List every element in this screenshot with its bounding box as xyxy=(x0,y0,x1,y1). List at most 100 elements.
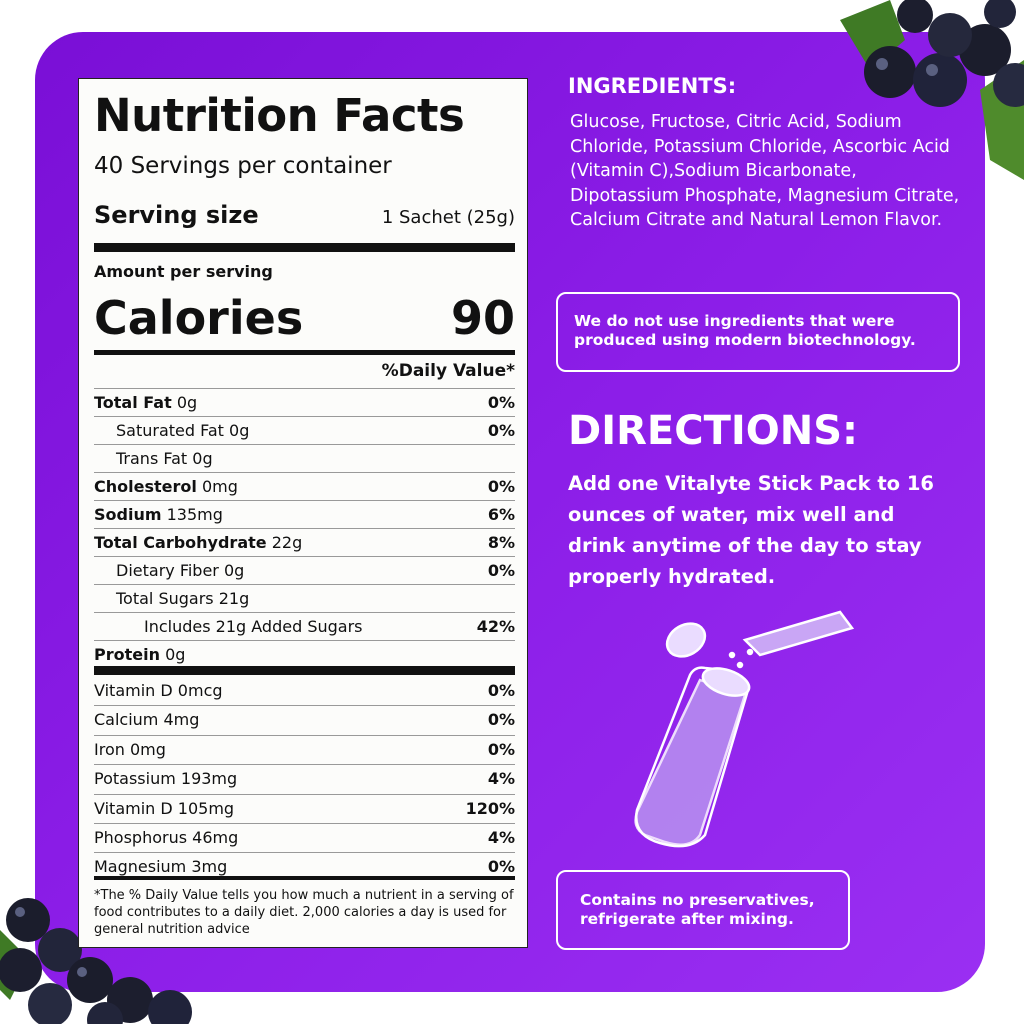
directions-title: DIRECTIONS: xyxy=(568,408,859,454)
nutrient-row: Iron 0mg 0% xyxy=(94,734,515,764)
daily-value: 6% xyxy=(487,505,515,524)
nutrient-row: Total Sugars 21g xyxy=(94,584,515,612)
daily-value: 4% xyxy=(487,769,515,789)
serving-size: Serving size 1 Sachet (25g) xyxy=(94,201,515,229)
nutrient: Sodium 135mg xyxy=(94,501,223,528)
daily-value: 0% xyxy=(487,681,515,700)
grapes-bottom-left xyxy=(0,898,192,1024)
nutrient-name: Includes 21g Added Sugars xyxy=(144,617,363,636)
nutrient-amount: 3mg xyxy=(191,857,228,877)
nutrient: Total Carbohydrate 22g xyxy=(94,529,302,556)
ingredients-text: Glucose, Fructose, Citric Acid, Sodium C… xyxy=(570,112,960,230)
daily-value: 0% xyxy=(487,857,515,877)
preservatives-note: Contains no preservatives, refrigerate a… xyxy=(556,870,850,950)
nutrient-name: Vitamin D xyxy=(94,681,173,700)
calories-value: 90 xyxy=(450,291,515,345)
nutrient-amount: 4mg xyxy=(163,710,200,730)
daily-value: 8% xyxy=(487,533,515,552)
nutrient-row: Protein 0g xyxy=(94,640,515,668)
nutrient-amount: 0g xyxy=(223,561,245,580)
nutrient-name: Total Sugars xyxy=(116,589,214,608)
daily-value: 4% xyxy=(487,827,515,847)
nutrient-rows: Total Fat 0g 0% Saturated Fat 0g 0% Trans Fa… xyxy=(94,388,515,668)
nutrient-name: Potassium xyxy=(94,769,176,789)
daily-value: 120% xyxy=(465,798,515,818)
label-title: Nutrition Facts xyxy=(94,89,465,142)
nutrient: Magnesium 3mg xyxy=(94,853,227,881)
nutrient: Cholesterol 0mg xyxy=(94,473,238,500)
nutrient: Trans Fat 0g xyxy=(116,445,213,472)
nutrient: Includes 21g Added Sugars xyxy=(144,613,363,640)
daily-value: 0% xyxy=(487,421,515,440)
nutrient: Vitamin D 0mcg xyxy=(94,677,223,705)
serving-size-label: Serving size xyxy=(94,201,259,229)
nutrient-row: Saturated Fat 0g 0% xyxy=(94,416,515,444)
nutrient-amount: 105mg xyxy=(177,798,235,818)
nutrient-name: Saturated Fat xyxy=(116,421,224,440)
nutrient: Phosphorus 46mg xyxy=(94,824,238,852)
nutrient-name: Protein xyxy=(94,645,160,664)
nutrient-amount: 0mg xyxy=(201,477,238,496)
daily-value: 0% xyxy=(487,393,515,412)
nutrient-amount: 0mcg xyxy=(177,681,223,700)
nutrient-row: Potassium 193mg 4% xyxy=(94,764,515,793)
nutrient-name: Iron xyxy=(94,739,125,759)
nutrient-row: Total Fat 0g 0% xyxy=(94,388,515,416)
nutrient-row: Cholesterol 0mg 0% xyxy=(94,472,515,500)
nutrient-row: Dietary Fiber 0g 0% xyxy=(94,556,515,584)
amount-per-serving: Amount per serving xyxy=(94,262,273,281)
nutrient: Calcium 4mg xyxy=(94,706,199,734)
nutrient-amount: 0g xyxy=(229,421,250,440)
nutrient-row: Phosphorus 46mg 4% xyxy=(94,822,515,852)
nutrient-name: Trans Fat xyxy=(116,449,188,468)
medium-rule xyxy=(94,876,515,880)
nutrient-amount: 135mg xyxy=(166,505,223,524)
nutrient: Dietary Fiber 0g xyxy=(116,557,244,584)
ingredients-title: INGREDIENTS: xyxy=(568,74,737,98)
thick-rule xyxy=(94,243,515,252)
footnote: *The % Daily Value tells you how much a … xyxy=(94,888,514,937)
calories: Calories 90 xyxy=(94,291,515,345)
nutrient-row: Vitamin D 105mg 120% xyxy=(94,793,515,823)
daily-value: 0% xyxy=(487,739,515,759)
directions-text: Add one Vitalyte Stick Pack to 16 ounces… xyxy=(568,472,934,588)
nutrient-amount: 0mg xyxy=(129,739,166,759)
nutrient-name: Total Carbohydrate xyxy=(94,533,267,552)
nutrient-row: Calcium 4mg 0% xyxy=(94,705,515,734)
nutrient-name: Magnesium xyxy=(94,857,187,877)
nutrient-name: Dietary Fiber xyxy=(116,561,219,580)
nutrient: Potassium 193mg xyxy=(94,765,237,793)
nutrient-row: Includes 21g Added Sugars 42% xyxy=(94,612,515,640)
nutrient-amount: 0g xyxy=(176,393,198,412)
servings: 40 Servings per container xyxy=(94,153,392,179)
nutrient-row: Sodium 135mg 6% xyxy=(94,500,515,528)
nutrient-name: Vitamin D xyxy=(94,798,173,818)
nutrient-name: Total Fat xyxy=(94,393,172,412)
calories-label: Calories xyxy=(94,291,304,345)
nutrient-amount: 21g xyxy=(218,589,250,608)
nutrient: Total Fat 0g xyxy=(94,389,197,416)
grapes-top-right xyxy=(840,0,1024,180)
daily-value: 0% xyxy=(487,561,515,580)
nutrient-amount: 22g xyxy=(271,533,303,552)
nutrient-row: Total Carbohydrate 22g 8% xyxy=(94,528,515,556)
nutrient-amount: 0g xyxy=(192,449,213,468)
daily-value: 0% xyxy=(487,477,515,496)
nutrient-amount: 46mg xyxy=(192,827,239,847)
daily-value: 0% xyxy=(487,710,515,730)
thick-rule xyxy=(94,666,515,675)
nutrient: Protein 0g xyxy=(94,641,185,668)
nutrient: Saturated Fat 0g xyxy=(116,417,249,444)
nutrient-amount: 0g xyxy=(165,645,186,664)
nutrient-name: Calcium xyxy=(94,710,159,730)
nutrient-row: Trans Fat 0g xyxy=(94,444,515,472)
nutrient-row: Magnesium 3mg 0% xyxy=(94,852,515,881)
nutrition-label: Nutrition Facts 40 Servings per containe… xyxy=(78,78,528,948)
biotech-note: We do not use ingredients that were prod… xyxy=(556,292,960,372)
bottle-illustration xyxy=(634,610,855,848)
nutrient: Vitamin D 105mg xyxy=(94,795,234,823)
nutrient-amount: 193mg xyxy=(180,769,238,789)
nutrient-name: Phosphorus xyxy=(94,827,188,847)
